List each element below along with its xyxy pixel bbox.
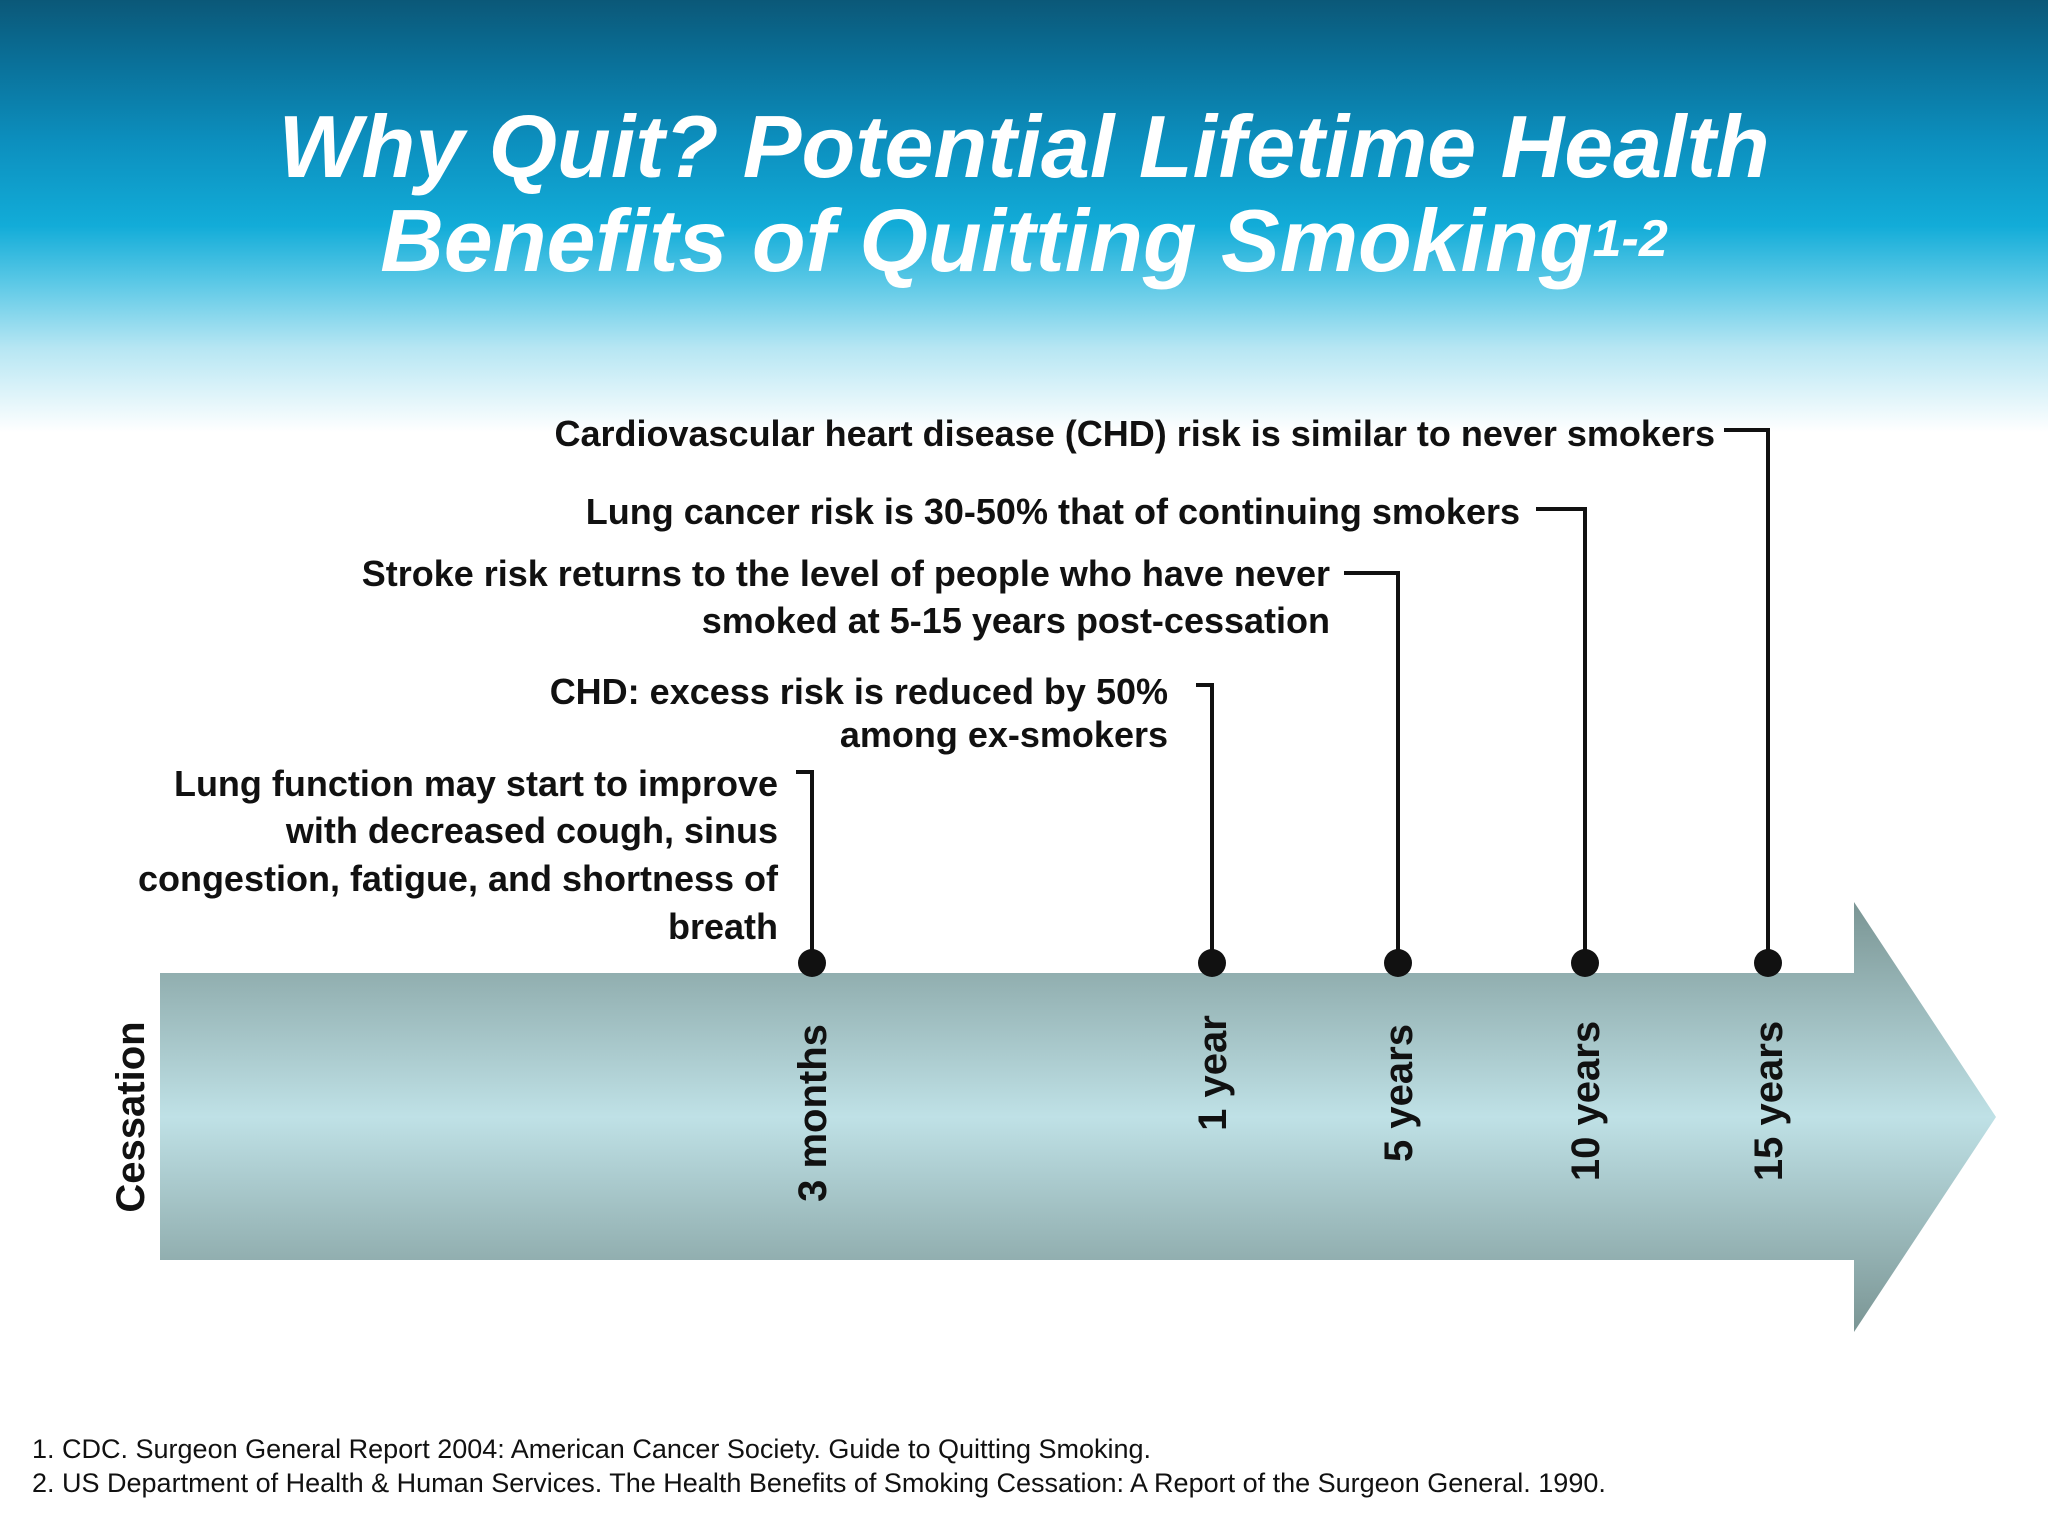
title-superscript: 1-2 [1592, 210, 1668, 268]
benefit-line: breath [668, 906, 778, 947]
milestone-time-label: 10 years [1564, 1021, 1608, 1181]
slide-title: Why Quit? Potential Lifetime Health Bene… [0, 100, 2048, 288]
milestone-time-label: 1 year [1191, 1015, 1235, 1131]
milestone-time-label: 3 months [791, 1024, 835, 1202]
header-band [0, 0, 2048, 470]
benefit-line: among ex-smokers [840, 714, 1168, 755]
benefit-line: CHD: excess risk is reduced by 50% [550, 671, 1168, 712]
milestone-connector [1344, 571, 1400, 963]
milestone-connector [1724, 428, 1770, 963]
title-line-2: Benefits of Quitting Smoking [380, 191, 1593, 290]
timeline-arrow [160, 902, 1996, 1332]
footnote-1: 1. CDC. Surgeon General Report 2004: Ame… [32, 1434, 1152, 1464]
cessation-label: Cessation [109, 1021, 153, 1212]
milestone-dot [1384, 949, 1412, 977]
milestone-15-years: 15 years Cardiovascular heart disease (C… [554, 413, 1791, 1181]
milestone-5-years: 5 years Stroke risk returns to the level… [362, 553, 1421, 1162]
milestone-connector [796, 770, 814, 963]
benefit-line: Lung function may start to improve [174, 763, 778, 804]
milestone-1-year: 1 year CHD: excess risk is reduced by 50… [550, 671, 1235, 1131]
milestone-dot [798, 949, 826, 977]
footnotes: 1. CDC. Surgeon General Report 2004: Ame… [32, 1432, 2022, 1500]
milestone-connector [1536, 507, 1587, 963]
milestone-dot [1198, 949, 1226, 977]
milestone-time-label: 5 years [1377, 1024, 1421, 1162]
milestone-10-years: 10 years Lung cancer risk is 30-50% that… [586, 491, 1608, 1181]
milestone-time-label: 15 years [1747, 1021, 1791, 1181]
benefit-line: smoked at 5-15 years post-cessation [702, 600, 1330, 641]
benefit-line: Stroke risk returns to the level of peop… [362, 553, 1330, 594]
title-line-1: Why Quit? Potential Lifetime Health [278, 97, 1770, 196]
benefit-line: with decreased cough, sinus [285, 810, 778, 851]
milestone-3-months: 3 months Lung function may start to impr… [138, 763, 835, 1202]
footnote-2: 2. US Department of Health & Human Servi… [32, 1468, 1606, 1498]
benefit-line: Cardiovascular heart disease (CHD) risk … [554, 413, 1715, 454]
benefit-line: Lung cancer risk is 30-50% that of conti… [586, 491, 1520, 532]
milestone-dot [1571, 949, 1599, 977]
benefit-line: congestion, fatigue, and shortness of [138, 858, 779, 899]
milestone-connector [1196, 683, 1214, 963]
milestone-dot [1754, 949, 1782, 977]
